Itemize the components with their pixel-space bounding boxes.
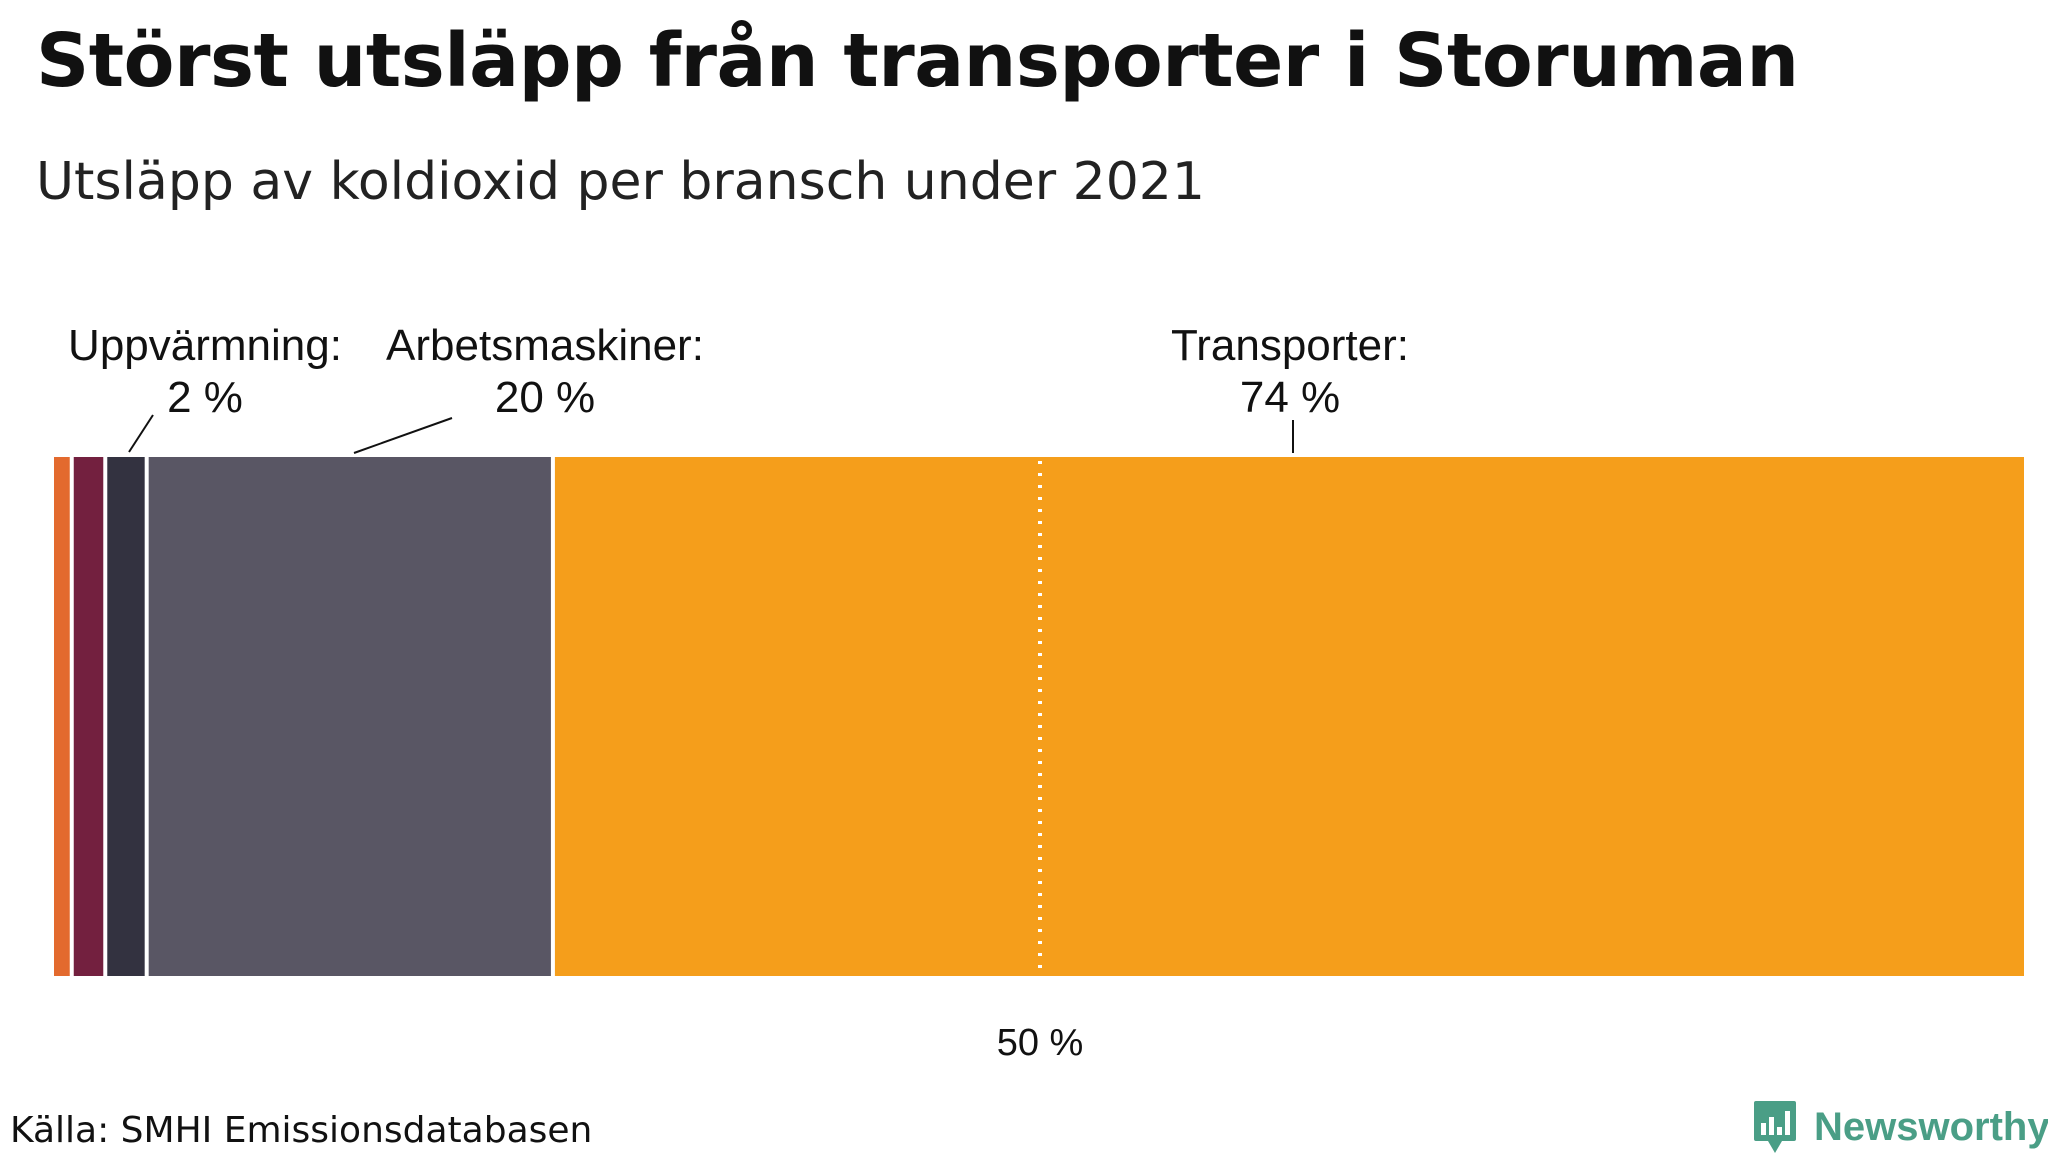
reference-line-label: 50 % bbox=[997, 1022, 1084, 1064]
bar-segment bbox=[148, 457, 551, 976]
segment-name-label: Arbetsmaskiner: bbox=[386, 321, 704, 370]
label-leader-line bbox=[353, 417, 453, 454]
newsworthy-logo: Newsworthy bbox=[1752, 1098, 2048, 1156]
bar-chart-icon bbox=[1754, 1101, 1796, 1153]
chart-title: Störst utsläpp från transporter i Storum… bbox=[36, 18, 1799, 104]
chart-subtitle: Utsläpp av koldioxid per bransch under 2… bbox=[36, 152, 1205, 212]
segment-value-label: 2 % bbox=[167, 373, 243, 422]
source-note: Källa: SMHI Emissionsdatabasen bbox=[10, 1110, 593, 1151]
label-leader-line bbox=[128, 414, 154, 453]
bar-segment bbox=[107, 457, 145, 976]
segment-name-label: Transporter: bbox=[1171, 321, 1409, 370]
brand-name: Newsworthy bbox=[1814, 1104, 2048, 1149]
bar-segment bbox=[54, 457, 70, 976]
bar-segment bbox=[554, 457, 2024, 976]
segment-name-label: Uppvärmning: bbox=[68, 321, 342, 370]
segment-value-label: 20 % bbox=[495, 373, 595, 422]
bar-segment bbox=[73, 457, 104, 976]
segment-value-label: 74 % bbox=[1240, 373, 1340, 422]
